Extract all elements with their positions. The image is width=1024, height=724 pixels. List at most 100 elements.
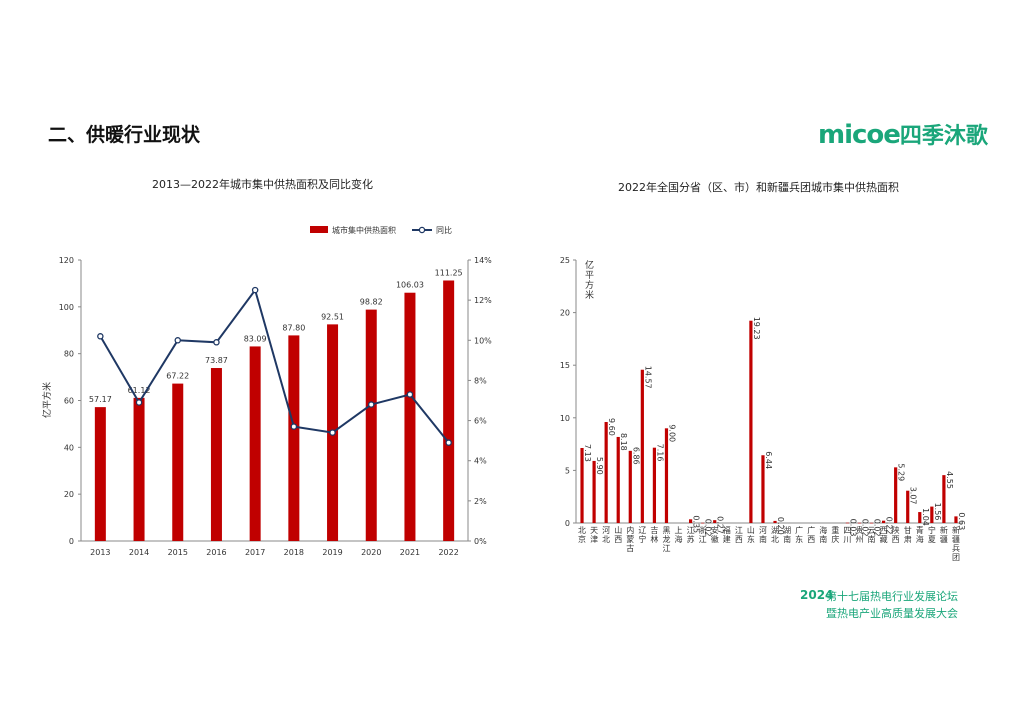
chart2-data-label: 0.27 xyxy=(716,516,725,534)
chart1-x-tick-label: 2022 xyxy=(438,548,458,557)
chart1-x-tick-label: 2019 xyxy=(322,548,342,557)
chart1-data-label: 67.22 xyxy=(166,372,189,381)
chart2-bar xyxy=(701,522,705,524)
chart2-bar xyxy=(628,450,632,523)
chart2-y-tick-label: 10 xyxy=(560,414,570,423)
chart1-y-tick-label: 80 xyxy=(64,350,74,359)
chart1-data-label: 87.80 xyxy=(282,323,305,332)
chart2-data-label: 6.44 xyxy=(764,451,773,469)
chart2-x-tick-label: 湖北 xyxy=(771,526,779,544)
chart2-x-tick-label: 安徽 xyxy=(711,525,719,544)
chart2-bar xyxy=(894,467,898,523)
chart1-title: 2013—2022年城市集中供热面积及同比变化 xyxy=(152,178,373,191)
chart1-yoy-point xyxy=(290,423,298,430)
chart2-y-tick-label: 15 xyxy=(560,361,570,370)
chart1-yoy-point xyxy=(329,429,336,436)
chart2-x-tick-label: 浙江 xyxy=(699,525,707,544)
chart1-bar xyxy=(172,383,184,541)
chart2-x-tick-label: 宁夏 xyxy=(928,525,936,544)
chart2-bar xyxy=(616,436,620,523)
chart2-x-tick-label: 山东 xyxy=(747,525,755,544)
chart2-x-tick-label: 新疆 xyxy=(940,525,948,544)
chart2-x-tick-label: 天津 xyxy=(590,526,598,544)
chart1-legend-line-marker xyxy=(418,226,426,234)
chart2-x-tick-label: 新疆兵团 xyxy=(952,525,960,562)
chart2-x-tick-label: 四川 xyxy=(843,526,851,544)
chart2-x-tick-label: 青海 xyxy=(916,525,924,544)
chart2-x-tick-label: 河南 xyxy=(759,525,767,544)
chart1-y-tick-label: 120 xyxy=(59,256,74,265)
chart2-x-tick-label: 上海 xyxy=(675,526,683,544)
chart2-data-label: 9.00 xyxy=(667,424,676,442)
chart2-bar xyxy=(881,520,886,523)
chart2-x-tick-label: 海南 xyxy=(819,525,827,544)
chart1-data-label: 98.82 xyxy=(360,298,383,307)
chart2-data-label: 3.07 xyxy=(909,487,918,505)
forum-line1: 第十七届热电行业发展论坛 xyxy=(826,590,958,603)
chart1-data-label: 73.87 xyxy=(205,356,228,365)
chart2-data-label: 0.02 xyxy=(704,519,713,537)
chart2-bar xyxy=(761,455,765,523)
chart1-y-tick-label: 100 xyxy=(59,303,74,312)
chart1-bar xyxy=(443,280,455,541)
forum-line2: 暨热电产业高质量发展大会 xyxy=(826,607,958,620)
chart2-x-tick-label: 辽宁 xyxy=(638,526,646,544)
chart1-yoy-point xyxy=(174,337,181,344)
chart1-data-label: 57.17 xyxy=(89,395,112,404)
forum-badge: 2024 第十七届热电行业发展论坛 暨热电产业高质量发展大会 xyxy=(800,586,1000,622)
chart2-bar xyxy=(869,522,874,524)
chart1-x-tick-label: 2014 xyxy=(129,548,149,557)
chart2-x-tick-label: 江西 xyxy=(735,526,743,544)
chart2-y-tick-label: 20 xyxy=(560,309,570,318)
chart1-bar xyxy=(133,397,145,541)
chart2-bar xyxy=(688,519,693,523)
chart2-data-label: 4.55 xyxy=(945,471,954,489)
chart1-legend-bar-swatch xyxy=(310,226,328,233)
chart2-bar xyxy=(664,428,669,523)
brand-logo: micoe四季沐歌 xyxy=(818,118,988,150)
chart2-y-tick-label: 0 xyxy=(565,519,570,528)
chart2-bar xyxy=(845,522,850,524)
chart2-data-label: 7.13 xyxy=(583,444,592,462)
chart1-data-label: 61.12 xyxy=(128,386,151,395)
chart1-legend-line-label: 同比 xyxy=(436,225,452,235)
chart2-data-label: 0.22 xyxy=(885,517,894,535)
chart1-x-tick-label: 2013 xyxy=(90,548,110,557)
chart1-bar xyxy=(288,335,300,541)
chart2-y-tick-label: 5 xyxy=(565,466,570,475)
chart1-y-tick-label: 60 xyxy=(64,397,74,406)
chart1-yoy-point xyxy=(135,399,143,406)
logo-cn: 四季沐歌 xyxy=(899,124,988,149)
chart2-x-tick-label: 内蒙古 xyxy=(626,525,634,553)
chart1-yoy-point xyxy=(251,286,259,294)
chart2-x-tick-label: 福建 xyxy=(723,526,731,544)
chart2-bar xyxy=(906,490,910,523)
chart2-data-label: 9.60 xyxy=(607,418,616,436)
forum-year: 2024 xyxy=(800,588,834,602)
chart2-data-label: 5.29 xyxy=(897,463,906,481)
chart1-bar xyxy=(210,368,222,541)
chart1-y-label: 亿平方米 xyxy=(41,382,53,418)
logo-text: micoe xyxy=(818,120,901,150)
chart2-bar xyxy=(713,520,717,523)
chart1-legend-bar-label: 城市集中供热面积 xyxy=(332,225,396,235)
chart2-data-label: 8.18 xyxy=(619,433,628,451)
chart2-data-label: 1.56 xyxy=(933,503,942,521)
chart1-bar xyxy=(365,309,377,541)
chart1-data-label: 92.51 xyxy=(321,312,344,321)
chart2-x-tick-label: 广东 xyxy=(795,525,803,544)
chart1-yoy-point xyxy=(406,391,414,398)
chart2-bar xyxy=(640,369,644,523)
chart2-bar xyxy=(580,447,584,523)
chart1-y2-tick-label: 10% xyxy=(474,336,492,345)
chart2-data-label: 14.57 xyxy=(643,366,652,389)
chart1-x-tick-label: 2021 xyxy=(400,548,420,557)
chart2-data-label: 6.86 xyxy=(631,447,640,465)
chart1-data-label: 111.25 xyxy=(435,268,463,277)
chart2-bar xyxy=(749,320,753,523)
chart2-x-tick-label: 黑龙江 xyxy=(662,526,670,553)
chart1-x-tick-label: 2016 xyxy=(206,548,226,557)
chart1-y2-tick-label: 0% xyxy=(474,537,487,546)
chart2-data-label: 0.03 xyxy=(848,519,857,537)
